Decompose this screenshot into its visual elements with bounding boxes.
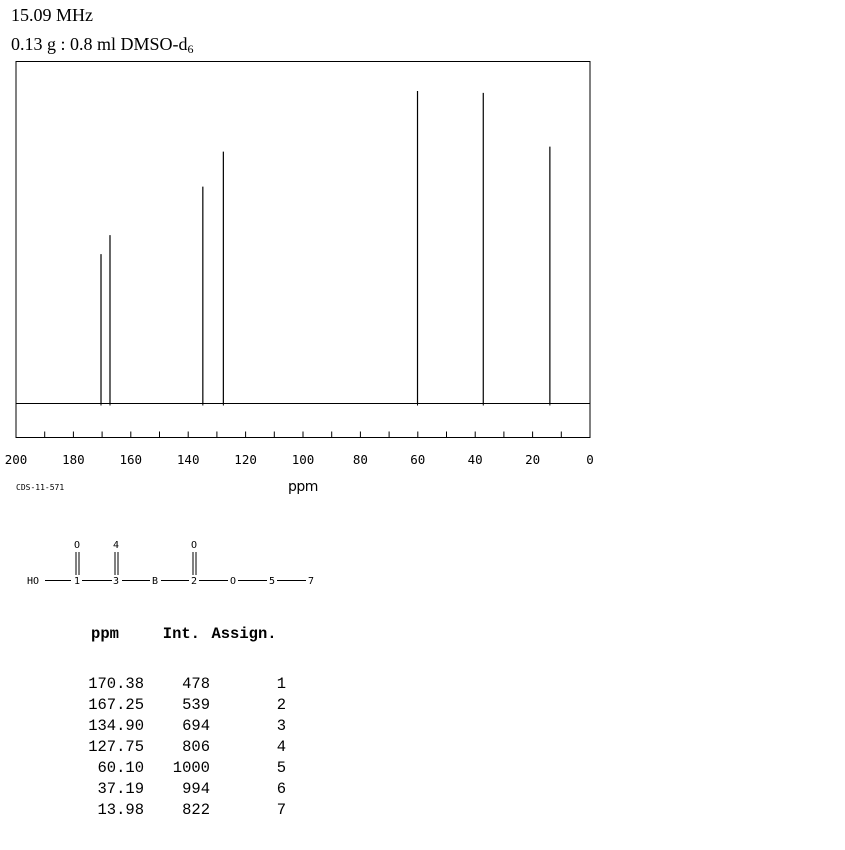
row-ppm: 167.25	[88, 696, 144, 714]
row-ppm: 60.10	[97, 759, 144, 777]
row-intensity: 539	[182, 696, 210, 714]
row-ppm: 37.19	[97, 780, 144, 798]
header-ppm: ppm	[91, 625, 119, 643]
atom-7: 7	[308, 576, 314, 587]
atom-3: 3	[113, 576, 119, 587]
x-tick-label: 200	[5, 452, 28, 467]
row-intensity: 1000	[172, 759, 210, 777]
atom-o: O	[230, 576, 236, 587]
spectrometer-frequency: 15.09 MHz	[11, 5, 93, 25]
table-row: 13.98 822 7	[72, 800, 288, 821]
x-tick-label: 60	[410, 452, 425, 467]
header-int: Int.	[162, 625, 200, 643]
atom-5: 5	[269, 576, 275, 587]
atom-ho: HO	[27, 576, 39, 587]
peak-table: ppm Int. Assign. 170.38 478 1 167.25 539 2 134…	[72, 624, 288, 821]
sample-text: 0.13 g : 0.8 ml DMSO-d	[11, 34, 188, 54]
x-tick-label: 20	[525, 452, 540, 467]
row-assign: 7	[276, 801, 286, 819]
atom-o-top-1: O	[74, 540, 80, 551]
atom-1: 1	[74, 576, 80, 587]
table-row: 60.10 1000 5	[72, 758, 288, 779]
atom-o-top-2: O	[191, 540, 197, 551]
table-row: 127.75 806 4	[72, 737, 288, 758]
x-tick-label: 80	[353, 452, 368, 467]
molecular-structure: HO 1 3 B 2 O 5 7 O 4 O	[27, 540, 314, 587]
x-axis-ticks	[15, 431, 591, 438]
row-ppm: 127.75	[88, 738, 144, 756]
table-row: 170.38 478 1	[72, 674, 288, 695]
x-tick-label: 100	[292, 452, 315, 467]
x-tick-label: 40	[468, 452, 483, 467]
row-assign: 2	[276, 696, 286, 714]
row-assign: 4	[276, 738, 286, 756]
x-axis-label: ppm	[288, 479, 318, 495]
spectrum-code: CDS-11-571	[16, 483, 64, 492]
atom-b: B	[152, 576, 158, 587]
row-intensity: 478	[182, 675, 210, 693]
atom-2: 2	[191, 576, 197, 587]
structure-bonds	[45, 552, 306, 581]
row-assign: 5	[276, 759, 286, 777]
row-assign: 1	[276, 675, 286, 693]
x-tick-label: 180	[62, 452, 85, 467]
peak-lines	[100, 91, 551, 406]
peak-table-header: ppm Int. Assign.	[72, 624, 288, 674]
x-tick-label: 160	[120, 452, 143, 467]
x-tick-label: 0	[586, 452, 594, 467]
row-ppm: 134.90	[88, 717, 144, 735]
row-assign: 3	[276, 717, 286, 735]
row-ppm: 170.38	[88, 675, 144, 693]
table-row: 167.25 539 2	[72, 695, 288, 716]
row-intensity: 694	[182, 717, 210, 735]
table-row: 134.90 694 3	[72, 716, 288, 737]
sample-description: 0.13 g : 0.8 ml DMSO-d6	[11, 34, 194, 59]
sample-subscript: 6	[187, 42, 194, 56]
row-intensity: 806	[182, 738, 210, 756]
x-axis-tick-labels: 200 180 160 140 120 100 80 60 40 20 0	[5, 452, 594, 467]
row-intensity: 822	[182, 801, 210, 819]
table-row: 37.19 994 6	[72, 779, 288, 800]
plot-frame	[15, 61, 591, 438]
x-tick-label: 120	[234, 452, 257, 467]
row-ppm: 13.98	[97, 801, 144, 819]
row-intensity: 994	[182, 780, 210, 798]
x-tick-label: 140	[177, 452, 200, 467]
header-assign: Assign.	[211, 625, 277, 643]
row-assign: 6	[276, 780, 286, 798]
atom-4-top: 4	[113, 540, 119, 551]
peak-table-body: 170.38 478 1 167.25 539 2 134.90 694 3 127.75 806 4…	[72, 674, 288, 821]
